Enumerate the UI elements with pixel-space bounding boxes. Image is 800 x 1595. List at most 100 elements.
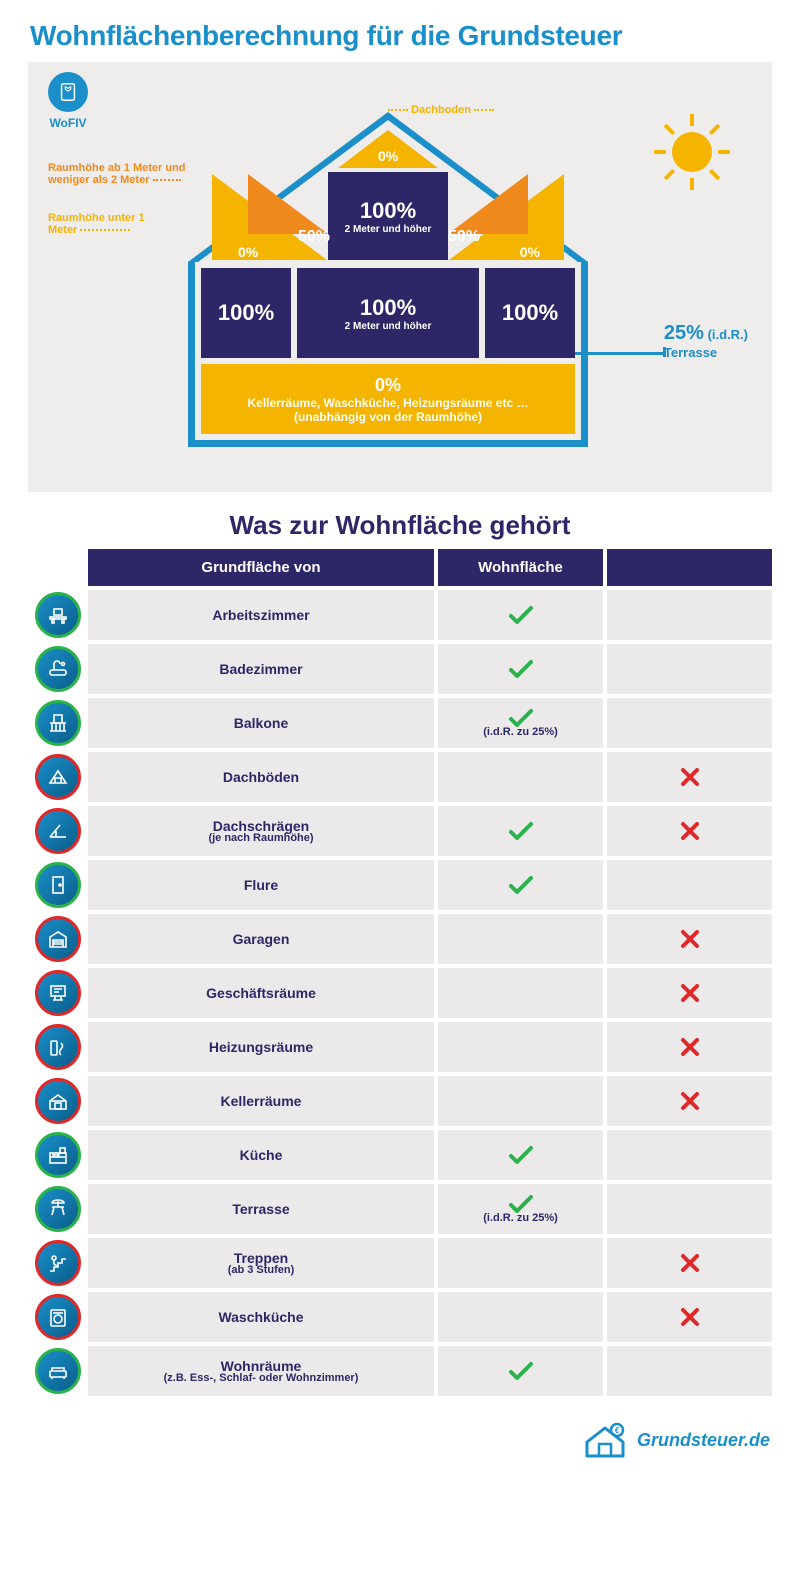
row-icon-wrap <box>28 860 88 910</box>
stairs-icon <box>35 1240 81 1286</box>
row-no <box>607 1022 772 1072</box>
living-icon <box>35 1348 81 1394</box>
row-yes <box>438 914 603 964</box>
row-yes <box>438 968 603 1018</box>
table-row: Heizungsräume <box>28 1022 772 1072</box>
table-row: Dachböden <box>28 752 772 802</box>
terrace-icon <box>35 1186 81 1232</box>
table-row: Terrasse(i.d.R. zu 25%) <box>28 1184 772 1234</box>
row-yes <box>438 644 603 694</box>
main-center-box: 100% 2 Meter und höher <box>297 268 479 358</box>
row-yes <box>438 860 603 910</box>
row-no <box>607 1184 772 1234</box>
row-no <box>607 698 772 748</box>
row-icon-wrap <box>28 590 88 640</box>
kitchen-icon <box>35 1132 81 1178</box>
row-label: Dachböden <box>88 752 434 802</box>
row-label: Kellerräume <box>88 1076 434 1126</box>
row-label: Badezimmer <box>88 644 434 694</box>
row-no <box>607 1076 772 1126</box>
desk-icon <box>35 592 81 638</box>
row-label: Geschäftsräume <box>88 968 434 1018</box>
hall-icon <box>35 862 81 908</box>
row-no <box>607 806 772 856</box>
main-left-box: 100% <box>201 268 291 358</box>
wofiv-badge: WoFIV <box>48 72 88 130</box>
row-label: Treppen(ab 3 Stufen) <box>88 1238 434 1288</box>
row-no <box>607 860 772 910</box>
wohnflaeche-table: Grundfläche von Wohnfläche Arbeitszimmer… <box>28 549 772 1396</box>
row-yes <box>438 806 603 856</box>
house-diagram-panel: WoFIV Dachboden Raumhöhe ab 1 Meter und … <box>28 62 772 492</box>
wofiv-icon <box>48 72 88 112</box>
row-icon-wrap <box>28 1292 88 1342</box>
row-no <box>607 644 772 694</box>
row-yes <box>438 1076 603 1126</box>
row-no <box>607 1292 772 1342</box>
laundry-icon <box>35 1294 81 1340</box>
office-icon <box>35 970 81 1016</box>
terrasse-callout: 25% (i.d.R.) Terrasse <box>664 322 748 360</box>
row-yes <box>438 1022 603 1072</box>
row-label: Balkone <box>88 698 434 748</box>
table-row: Dachschrägen(je nach Raumhöhe) <box>28 806 772 856</box>
row-yes <box>438 1238 603 1288</box>
row-label: Waschküche <box>88 1292 434 1342</box>
attic-center-box: 100% 2 Meter und höher <box>328 172 448 260</box>
row-label: Dachschrägen(je nach Raumhöhe) <box>88 806 434 856</box>
row-no <box>607 590 772 640</box>
table-row: Treppen(ab 3 Stufen) <box>28 1238 772 1288</box>
cellar-box: 0% Kellerräume, Waschküche, Heizungsräum… <box>201 364 575 434</box>
attic-icon <box>35 754 81 800</box>
table-row: Küche <box>28 1130 772 1180</box>
table-row: Arbeitszimmer <box>28 590 772 640</box>
attic-50-right: 50% <box>448 228 480 246</box>
table-row: Balkone(i.d.R. zu 25%) <box>28 698 772 748</box>
table-row: Badezimmer <box>28 644 772 694</box>
attic-0-left: 0% <box>238 244 258 260</box>
attic-top-pct: 0% <box>378 148 398 164</box>
table-row: Wohnräume(z.B. Ess-, Schlaf- oder Wohnzi… <box>28 1346 772 1396</box>
attic-0-right: 0% <box>520 244 540 260</box>
row-label: Wohnräume(z.B. Ess-, Schlaf- oder Wohnzi… <box>88 1346 434 1396</box>
house-shape: 100% 2 Meter und höher 0% 50% 50% 0% 0% … <box>188 112 588 447</box>
table-row: Kellerräume <box>28 1076 772 1126</box>
sun-icon <box>672 132 712 172</box>
row-yes <box>438 752 603 802</box>
row-no <box>607 1346 772 1396</box>
row-yes: (i.d.R. zu 25%) <box>438 1184 603 1234</box>
row-icon-wrap <box>28 1346 88 1396</box>
grundsteuer-logo-icon: € <box>581 1420 629 1460</box>
slope-icon <box>35 808 81 854</box>
table-row: Garagen <box>28 914 772 964</box>
table-row: Flure <box>28 860 772 910</box>
row-yes: (i.d.R. zu 25%) <box>438 698 603 748</box>
wofiv-label: WoFIV <box>49 116 86 130</box>
row-no <box>607 1130 772 1180</box>
row-icon-wrap <box>28 1184 88 1234</box>
col-header-wohnflaeche-no <box>607 549 772 586</box>
col-header-grundflaeche: Grundfläche von <box>88 549 434 586</box>
row-label: Küche <box>88 1130 434 1180</box>
row-label: Flure <box>88 860 434 910</box>
row-label: Garagen <box>88 914 434 964</box>
row-icon-wrap <box>28 1238 88 1288</box>
row-no <box>607 968 772 1018</box>
table-row: Waschküche <box>28 1292 772 1342</box>
row-icon-wrap <box>28 1022 88 1072</box>
footer-brand: € Grundsteuer.de <box>0 1406 800 1480</box>
attic-50-left: 50% <box>298 228 330 246</box>
row-label: Heizungsräume <box>88 1022 434 1072</box>
row-icon-wrap <box>28 1076 88 1126</box>
row-yes <box>438 1292 603 1342</box>
row-no <box>607 914 772 964</box>
row-icon-wrap <box>28 1130 88 1180</box>
cellar-icon <box>35 1078 81 1124</box>
table-heading: Was zur Wohnfläche gehört <box>28 510 772 541</box>
garage-icon <box>35 916 81 962</box>
legend-raumhoehe-1-2m: Raumhöhe ab 1 Meter und weniger als 2 Me… <box>48 162 188 186</box>
row-icon-wrap <box>28 752 88 802</box>
row-no <box>607 1238 772 1288</box>
row-yes <box>438 1130 603 1180</box>
row-icon-wrap <box>28 644 88 694</box>
